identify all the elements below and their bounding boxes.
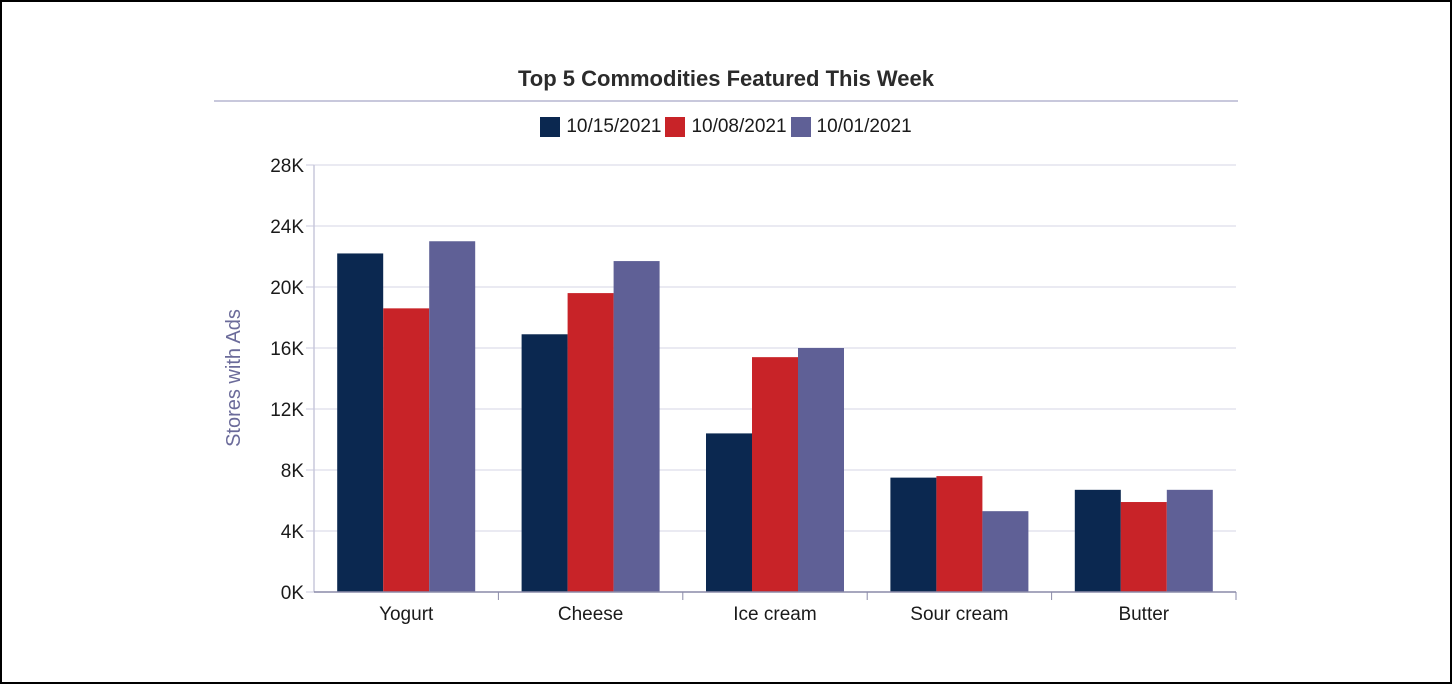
chart-title: Top 5 Commodities Featured This Week <box>517 66 935 91</box>
y-tick-label: 0K <box>281 583 305 604</box>
bar-yogurt-series-1[interactable] <box>337 253 384 592</box>
bar-butter-series-3[interactable] <box>1166 489 1213 592</box>
x-tick-label: Butter <box>1118 604 1169 625</box>
legend-item-series-1[interactable]: 10/15/2021 <box>540 116 661 138</box>
bar-butter-series-2[interactable] <box>1120 502 1167 592</box>
bar-butter-series-1[interactable] <box>1074 489 1121 592</box>
legend-swatch-series-2 <box>665 117 686 137</box>
bars <box>337 241 1213 592</box>
x-tick-label: Cheese <box>558 604 624 625</box>
x-tick-label: Ice cream <box>733 604 816 625</box>
bar-ice-cream-series-3[interactable] <box>798 348 844 592</box>
axis-labels: 0K 4K 8K 12K 16K 20K 24K 28K Yogurt Cheese Ice cre… <box>270 156 1170 625</box>
axes <box>313 165 1236 593</box>
y-tick-label: 4K <box>281 522 305 543</box>
legend-swatch-series-1 <box>540 117 561 137</box>
bar-ice-cream-series-2[interactable] <box>752 357 798 592</box>
bar-sour-cream-series-3[interactable] <box>982 511 1029 592</box>
legend-item-series-2[interactable]: 10/08/2021 <box>665 116 787 138</box>
y-tick-label: 12K <box>270 400 304 421</box>
bar-yogurt-series-3[interactable] <box>429 241 476 592</box>
legend-label-series-1: 10/15/2021 <box>566 116 662 137</box>
bar-yogurt-series-2[interactable] <box>383 308 430 592</box>
bar-cheese-series-2[interactable] <box>567 293 614 592</box>
bar-cheese-series-3[interactable] <box>613 261 660 592</box>
legend-item-series-3[interactable]: 10/01/2021 <box>790 116 912 138</box>
y-axis-title: Stores with Ads <box>223 309 245 447</box>
legend-label-series-2: 10/08/2021 <box>691 116 787 137</box>
legend-label-series-3: 10/01/2021 <box>816 116 912 137</box>
x-tick-label: Yogurt <box>379 604 434 625</box>
chart-legend: 10/15/2021 10/08/2021 10/01/2021 <box>214 116 1238 138</box>
legend-swatch-series-3 <box>790 117 811 137</box>
y-tick-label: 28K <box>270 156 304 177</box>
title-divider <box>214 100 1238 102</box>
y-tick-label: 20K <box>270 278 304 299</box>
bar-ice-cream-series-1[interactable] <box>706 433 752 592</box>
bar-sour-cream-series-2[interactable] <box>936 476 983 592</box>
y-tick-label: 16K <box>270 339 304 360</box>
bar-cheese-series-1[interactable] <box>521 334 568 592</box>
y-tick-label: 8K <box>281 461 305 482</box>
y-tick-label: 24K <box>270 217 304 238</box>
bar-sour-cream-series-1[interactable] <box>890 477 937 592</box>
x-tick-label: Sour cream <box>910 604 1008 625</box>
